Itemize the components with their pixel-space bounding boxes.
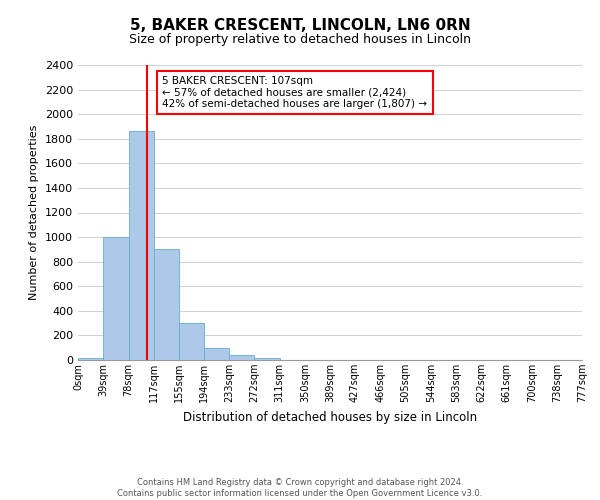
- Bar: [229, 355, 254, 360]
- Bar: [204, 348, 229, 360]
- Text: Size of property relative to detached houses in Lincoln: Size of property relative to detached ho…: [129, 32, 471, 46]
- X-axis label: Distribution of detached houses by size in Lincoln: Distribution of detached houses by size …: [183, 410, 477, 424]
- Bar: [103, 237, 128, 360]
- Text: 5 BAKER CRESCENT: 107sqm
← 57% of detached houses are smaller (2,424)
42% of sem: 5 BAKER CRESCENT: 107sqm ← 57% of detach…: [163, 76, 427, 110]
- Y-axis label: Number of detached properties: Number of detached properties: [29, 125, 40, 300]
- Bar: [128, 132, 154, 360]
- Bar: [254, 358, 280, 360]
- Bar: [179, 323, 204, 360]
- Bar: [154, 250, 179, 360]
- Bar: [78, 358, 103, 360]
- Text: 5, BAKER CRESCENT, LINCOLN, LN6 0RN: 5, BAKER CRESCENT, LINCOLN, LN6 0RN: [130, 18, 470, 32]
- Text: Contains HM Land Registry data © Crown copyright and database right 2024.
Contai: Contains HM Land Registry data © Crown c…: [118, 478, 482, 498]
